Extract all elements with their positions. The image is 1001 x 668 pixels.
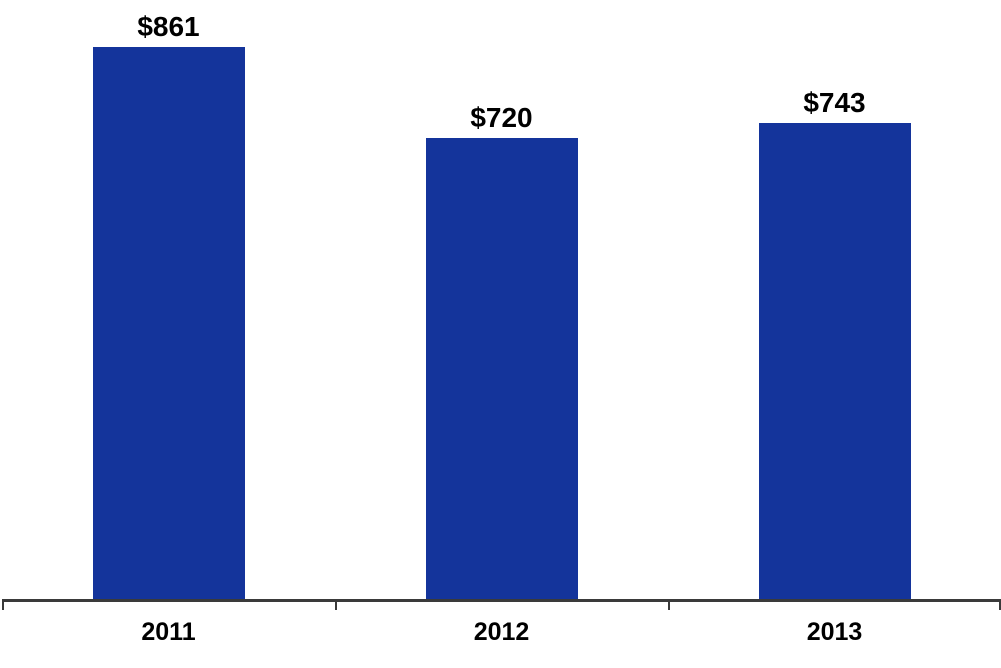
x-axis-label: 2011 <box>141 618 196 646</box>
bar-value-label: $861 <box>137 11 200 43</box>
x-axis-label: 2012 <box>473 618 530 646</box>
bar <box>758 123 911 599</box>
x-axis-labels: 2011 2012 2013 <box>2 602 1001 654</box>
x-axis-tick <box>2 599 4 610</box>
bar <box>92 47 245 599</box>
x-axis-label: 2013 <box>806 618 863 646</box>
x-axis-tick <box>334 599 337 610</box>
bar-column: $720 <box>335 0 668 599</box>
bar-column: $861 <box>2 0 335 599</box>
bar <box>425 138 578 599</box>
plot-area: $861 $720 $743 <box>2 0 1001 610</box>
bar-column: $743 <box>668 0 1001 599</box>
bar-value-label: $743 <box>803 87 866 119</box>
bar-value-label: $720 <box>470 102 533 134</box>
x-axis-tick <box>667 599 670 610</box>
x-axis-tick <box>999 599 1001 610</box>
